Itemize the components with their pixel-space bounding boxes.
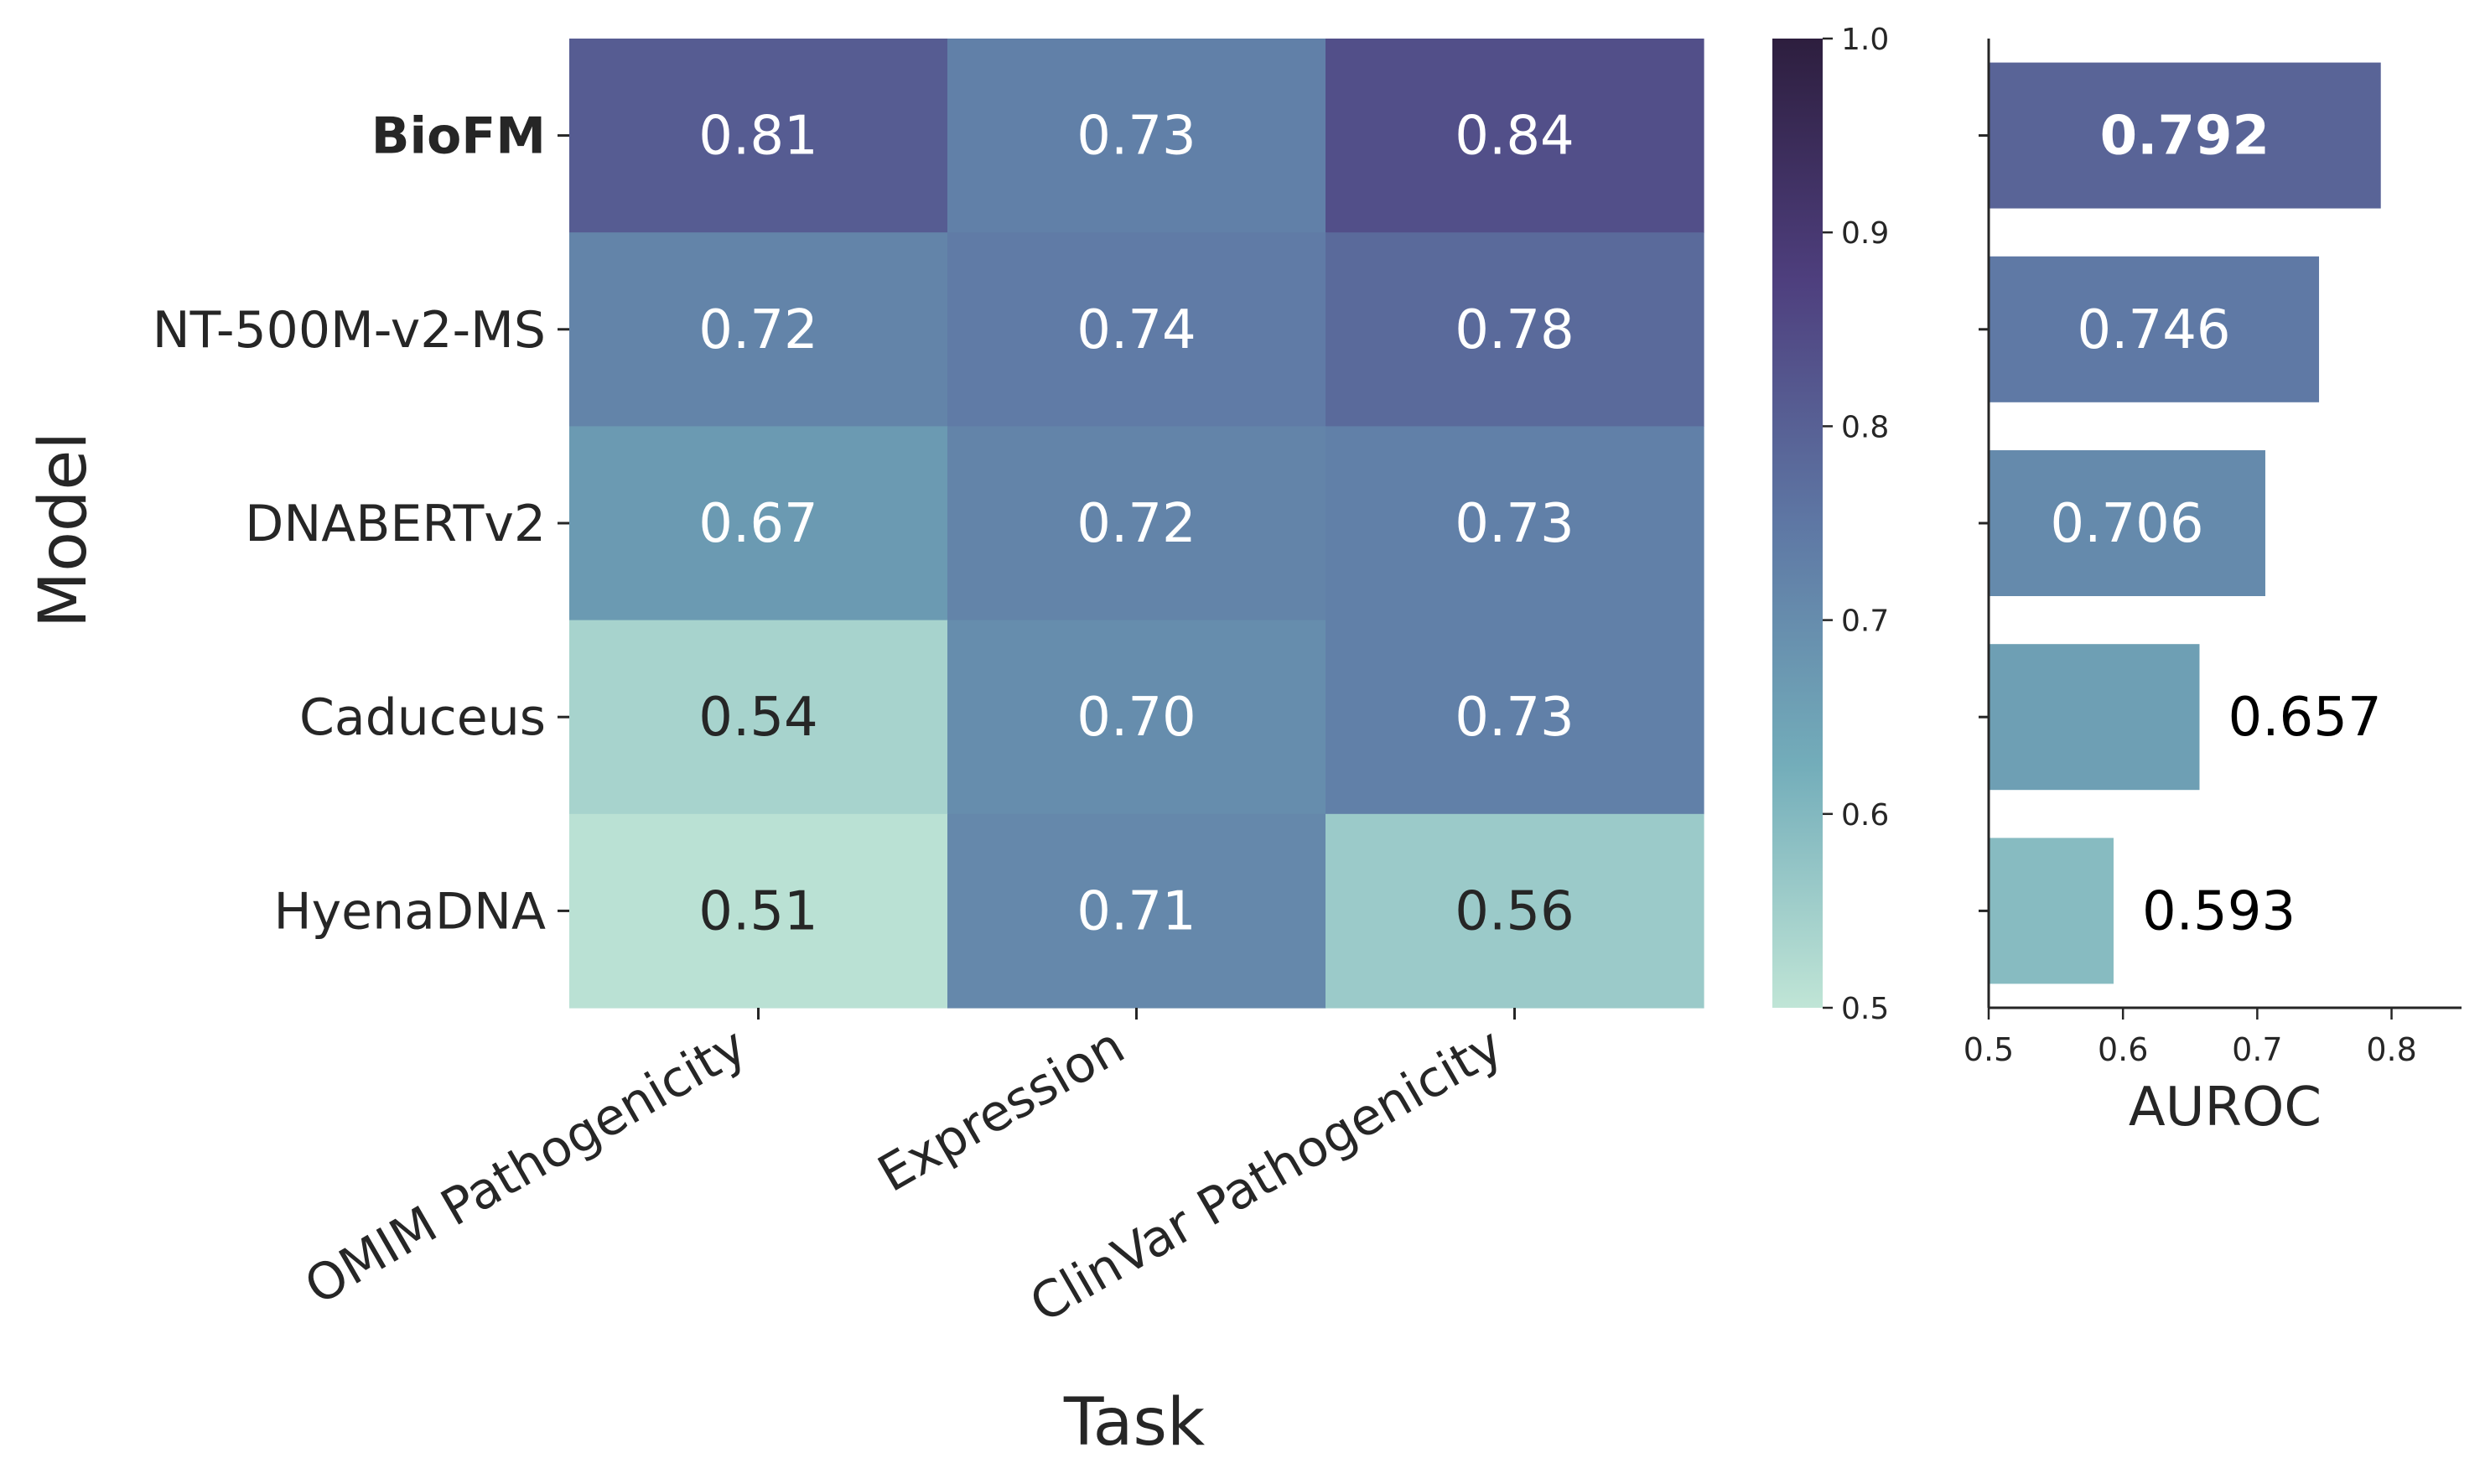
heatmap-cell-label: 0.70 <box>1076 687 1196 749</box>
colorbar-tick-label: 1.0 <box>1841 23 1889 57</box>
bar-x-axis-title: AUROC <box>2129 1077 2322 1139</box>
heatmap-cell-label: 0.51 <box>698 880 818 942</box>
bar <box>1989 256 2320 402</box>
heatmap-cell <box>569 232 948 427</box>
colorbar-tick-label: 0.9 <box>1841 216 1889 251</box>
heatmap-cell-label: 0.73 <box>1076 106 1196 168</box>
bar <box>1989 644 2200 791</box>
heatmap-model-labels: BioFM NT-500M-v2-MS DNABERTv2 Caduceus Hyena… <box>153 107 569 941</box>
colorbar-tick-label: 0.5 <box>1841 992 1889 1026</box>
heatmap-cell <box>569 813 948 1009</box>
heatmap-cell <box>569 39 948 233</box>
heatmap-cell <box>1326 426 1704 621</box>
bar-value-label: 0.657 <box>2228 687 2381 749</box>
model-label: BioFM <box>371 107 546 166</box>
x-axis-title: Task <box>1063 1385 1205 1461</box>
colorbar-ticks: 0.5 0.6 0.7 0.8 0.9 1.0 <box>1823 23 1889 1026</box>
colorbar-tick-label: 0.7 <box>1841 604 1889 639</box>
heatmap-cell-label: 0.67 <box>698 493 818 555</box>
model-label: NT-500M-v2-MS <box>153 301 546 360</box>
heatmap-cell-label: 0.74 <box>1076 299 1196 361</box>
colorbar-gradient <box>1772 39 1823 1008</box>
bar-value-label: 0.593 <box>2142 880 2296 942</box>
bar <box>1989 838 2114 984</box>
heatmap-cell-label: 0.72 <box>698 299 818 361</box>
bar-chart-panel: 0.792 0.746 0.706 0.657 0.593 0.5 0.6 0.7 0.8 A… <box>1964 39 2462 1139</box>
heatmap-cell-label: 0.72 <box>1076 493 1196 555</box>
bar-x-ticks: 0.5 0.6 0.7 0.8 <box>1964 1008 2417 1068</box>
bar-x-tick-label: 0.6 <box>2098 1031 2148 1068</box>
bar-value-label: 0.746 <box>2077 299 2230 361</box>
heatmap-cell <box>1326 813 1704 1009</box>
heatmap-cell-label: 0.84 <box>1455 106 1575 168</box>
heatmap-cell-label: 0.73 <box>1455 687 1575 749</box>
bar-x-tick-label: 0.7 <box>2232 1031 2282 1068</box>
bar <box>1989 62 2381 209</box>
bar-x-tick-label: 0.8 <box>2366 1031 2416 1068</box>
colorbar-tick-label: 0.8 <box>1841 410 1889 444</box>
heatmap-cell-label: 0.56 <box>1455 880 1575 942</box>
y-axis-title: Model <box>26 432 101 628</box>
heatmap-cell <box>569 426 948 621</box>
bar-series: 0.792 0.746 0.706 0.657 0.593 <box>1979 62 2382 984</box>
heatmap-cell-label: 0.78 <box>1455 299 1575 361</box>
heatmap-cell-label: 0.73 <box>1455 493 1575 555</box>
bar <box>1989 450 2265 596</box>
colorbar-tick-label: 0.6 <box>1841 798 1889 833</box>
heatmap-cell-label: 0.81 <box>698 106 818 168</box>
heatmap-cell <box>569 620 948 815</box>
heatmap-cell <box>947 232 1326 427</box>
model-label: HyenaDNA <box>274 882 546 941</box>
heatmap-cell-label: 0.54 <box>698 687 818 749</box>
heatmap-cell <box>947 39 1326 233</box>
heatmap-cell <box>1326 620 1704 815</box>
heatmap-cell-label: 0.71 <box>1076 880 1196 942</box>
bar-value-label: 0.792 <box>2100 106 2270 168</box>
colorbar: 0.5 0.6 0.7 0.8 0.9 1.0 <box>1772 23 1889 1026</box>
heatmap-cell <box>947 426 1326 621</box>
heatmap-cell <box>947 813 1326 1009</box>
bar-x-tick-label: 0.5 <box>1964 1031 2014 1068</box>
heatmap-cell <box>1326 232 1704 427</box>
bar-value-label: 0.706 <box>2050 493 2203 555</box>
model-label: DNABERTv2 <box>245 495 546 553</box>
heatmap-cell <box>1326 39 1704 233</box>
heatmap-cell <box>947 620 1326 815</box>
model-label: Caduceus <box>299 688 546 747</box>
heatmap-cells: 0.81 0.73 0.84 0.72 0.74 0.78 0.67 0.72 0.73 0.54… <box>569 39 1704 1009</box>
